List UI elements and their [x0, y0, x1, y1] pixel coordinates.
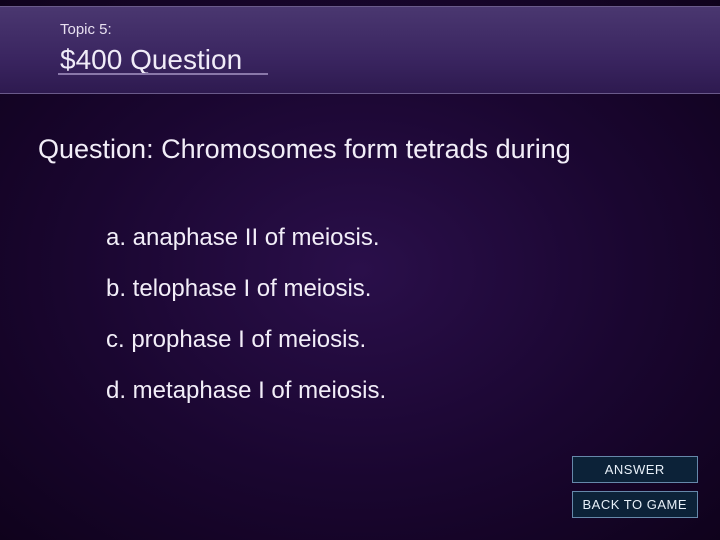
header-title: $400 Question: [60, 44, 720, 76]
answer-button[interactable]: ANSWER: [572, 456, 699, 483]
option-c: c. prophase I of meiosis.: [106, 326, 660, 354]
header-bar: Topic 5: $400 Question: [0, 6, 720, 94]
option-a: a. anaphase II of meiosis.: [106, 224, 660, 252]
option-b: b. telophase I of meiosis.: [106, 275, 660, 303]
header-underline: [58, 73, 268, 75]
option-d: d. metaphase I of meiosis.: [106, 377, 660, 405]
button-group: ANSWER BACK TO GAME: [572, 456, 699, 518]
options-list: a. anaphase II of meiosis. b. telophase …: [38, 224, 660, 405]
content-area: Question: Chromosomes form tetrads durin…: [0, 94, 720, 405]
back-to-game-button[interactable]: BACK TO GAME: [572, 491, 699, 518]
question-text: Question: Chromosomes form tetrads durin…: [38, 134, 660, 166]
topic-label: Topic 5:: [60, 21, 720, 38]
